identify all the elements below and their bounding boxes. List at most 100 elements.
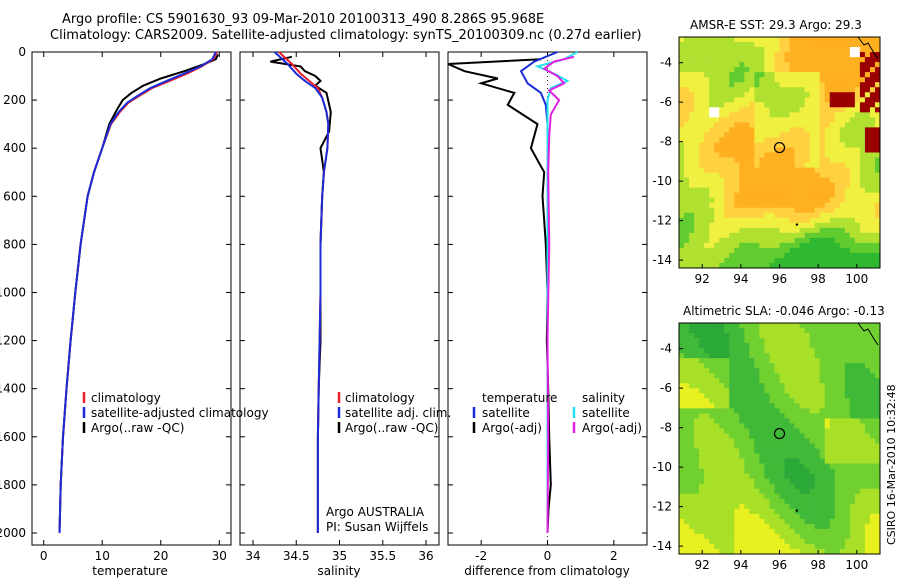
map-cell: [689, 97, 695, 103]
map-cell: [849, 463, 856, 469]
map-cell: [704, 212, 710, 219]
map-cell: [804, 117, 810, 123]
map-cell: [864, 398, 871, 404]
map-cell: [779, 67, 785, 73]
map-cell: [814, 47, 820, 53]
map-cell: [684, 423, 690, 429]
map-cell: [834, 403, 841, 409]
map-cell: [694, 533, 700, 540]
map-cell: [699, 488, 705, 495]
map-cell: [769, 523, 775, 530]
map-cell: [754, 548, 760, 555]
map-cell: [799, 498, 805, 505]
map-cell: [854, 202, 861, 209]
map-cell: [794, 483, 800, 490]
map-cell: [749, 438, 755, 444]
map-cell: [759, 368, 765, 374]
map-cell: [834, 192, 841, 198]
map-cell: [829, 463, 836, 469]
map-cell: [704, 257, 710, 264]
map-cell: [704, 82, 710, 88]
map-cell: [849, 67, 856, 73]
map-cell: [869, 323, 876, 329]
map-cell: [874, 333, 881, 339]
map-cell: [704, 187, 710, 193]
map-cell: [864, 533, 871, 540]
map-cell: [809, 383, 815, 389]
map-cell: [849, 57, 856, 63]
map-cell: [874, 348, 881, 354]
map-cell: [874, 378, 881, 384]
map-cell: [869, 488, 876, 495]
map-cell: [719, 388, 725, 394]
map-cell: [769, 37, 775, 43]
map-cell: [739, 47, 745, 53]
map-cell: [704, 242, 710, 249]
map-cell: [859, 453, 866, 459]
map-cell: [774, 343, 780, 349]
map-cell: [759, 528, 765, 535]
map-cell: [874, 197, 881, 204]
map-cell: [694, 57, 700, 63]
map-cell: [744, 222, 750, 229]
map-cell: [709, 127, 715, 133]
map-cell: [799, 52, 805, 58]
map-cell: [694, 443, 700, 449]
map-cell: [834, 87, 841, 93]
map-cell: [834, 368, 841, 374]
map-cell: [769, 418, 775, 424]
map-cell: [794, 408, 800, 414]
map-cell: [839, 328, 846, 334]
map-cell: [749, 62, 755, 68]
map-cell: [764, 92, 770, 98]
map-cell: [729, 212, 735, 219]
map-cell: [854, 227, 861, 234]
map-cell: [699, 373, 705, 379]
map-cell: [784, 413, 790, 419]
map-cell: [754, 102, 760, 108]
map-cell: [709, 237, 715, 244]
map-cell: [844, 333, 851, 339]
map-cell: [859, 458, 866, 464]
map-cell: [754, 348, 760, 354]
map-cell: [714, 463, 720, 469]
map-cell: [814, 62, 820, 68]
map-cell: [824, 212, 831, 219]
map-cell: [794, 548, 800, 555]
map-cell: [789, 217, 795, 224]
map-cell: [859, 222, 866, 229]
map-cell: [854, 523, 861, 530]
map-cell: [834, 413, 841, 419]
map-cell: [804, 488, 810, 495]
map-cell: [709, 483, 715, 490]
map-cell: [704, 443, 710, 449]
map-cell: [789, 52, 795, 58]
map-cell: [819, 343, 826, 349]
map-cell: [844, 37, 851, 43]
map-y-tick-label: -14: [652, 539, 672, 553]
map-cell: [819, 403, 826, 409]
map-cell: [794, 67, 800, 73]
map-cell: [759, 212, 765, 219]
map-cell: [749, 383, 755, 389]
map-cell: [759, 473, 765, 479]
map-cell: [764, 112, 770, 118]
map-cell: [769, 102, 775, 108]
map-cell: [724, 67, 730, 73]
map-cell: [784, 152, 790, 158]
map-cell: [864, 543, 871, 550]
map-cell: [779, 393, 785, 399]
map-cell: [809, 458, 815, 464]
map-cell: [809, 97, 815, 103]
map-cell: [874, 398, 881, 404]
map-cell: [799, 463, 805, 469]
map-cell: [849, 77, 856, 83]
map-cell: [789, 212, 795, 219]
map-cell: [764, 147, 770, 153]
map-cell: [689, 373, 695, 379]
map-cell: [824, 142, 831, 148]
map-cell: [764, 262, 770, 269]
map-cell: [869, 403, 876, 409]
map-cell: [754, 57, 760, 63]
map-cell: [794, 513, 800, 520]
